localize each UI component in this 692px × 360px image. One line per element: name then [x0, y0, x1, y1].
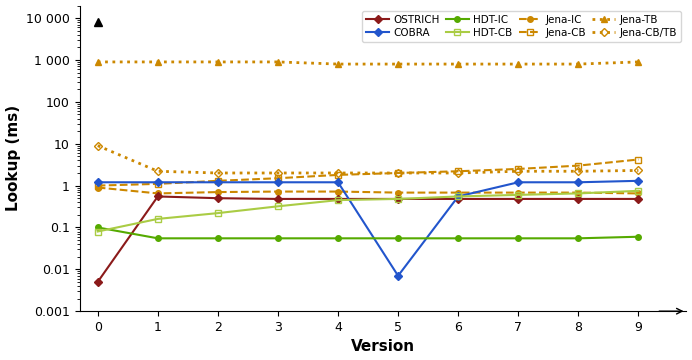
HDT-IC	[214, 236, 222, 240]
Y-axis label: Lookup (ms): Lookup (ms)	[6, 105, 21, 211]
OSTRICH	[635, 197, 643, 201]
OSTRICH	[514, 197, 522, 201]
HDT-CB	[274, 204, 282, 208]
HDT-IC	[274, 236, 282, 240]
Jena-CB/TB	[454, 171, 462, 175]
HDT-CB	[394, 197, 402, 201]
OSTRICH	[574, 197, 583, 201]
COBRA	[274, 180, 282, 184]
Line: Jena-TB: Jena-TB	[94, 58, 642, 68]
OSTRICH	[274, 197, 282, 201]
Jena-CB/TB	[274, 171, 282, 175]
Jena-CB/TB	[635, 168, 643, 172]
Jena-IC	[635, 191, 643, 195]
OSTRICH	[214, 196, 222, 201]
HDT-CB	[334, 198, 342, 202]
Jena-IC	[214, 190, 222, 194]
Line: HDT-IC: HDT-IC	[95, 225, 641, 241]
HDT-IC	[93, 225, 102, 230]
Jena-CB	[454, 169, 462, 174]
Line: OSTRICH: OSTRICH	[95, 194, 641, 285]
Jena-TB	[394, 62, 402, 66]
Jena-CB	[93, 184, 102, 188]
Jena-CB	[574, 163, 583, 168]
HDT-CB	[214, 211, 222, 215]
Jena-TB	[635, 60, 643, 64]
HDT-CB	[635, 189, 643, 193]
Jena-CB/TB	[93, 144, 102, 148]
X-axis label: Version: Version	[351, 339, 415, 355]
Jena-IC	[514, 190, 522, 195]
Jena-TB	[334, 62, 342, 66]
OSTRICH	[394, 197, 402, 201]
Jena-IC	[394, 190, 402, 195]
COBRA	[635, 179, 643, 183]
Legend: OSTRICH, COBRA, HDT-IC, HDT-CB, Jena-IC, Jena-CB, Jena-TB, Jena-CB/TB: OSTRICH, COBRA, HDT-IC, HDT-CB, Jena-IC,…	[362, 11, 681, 42]
HDT-IC	[514, 236, 522, 240]
HDT-IC	[394, 236, 402, 240]
Jena-TB	[454, 62, 462, 66]
Jena-IC	[334, 189, 342, 194]
Line: HDT-CB: HDT-CB	[94, 187, 642, 235]
Jena-CB	[394, 171, 402, 175]
OSTRICH	[154, 194, 162, 199]
Jena-CB	[274, 176, 282, 180]
HDT-IC	[334, 236, 342, 240]
OSTRICH	[334, 197, 342, 201]
HDT-IC	[574, 236, 583, 240]
HDT-CB	[514, 193, 522, 197]
Jena-CB/TB	[154, 169, 162, 174]
COBRA	[334, 180, 342, 184]
Jena-TB	[574, 62, 583, 66]
Jena-CB	[334, 173, 342, 177]
Jena-TB	[214, 60, 222, 64]
Jena-IC	[154, 191, 162, 195]
COBRA	[214, 180, 222, 184]
Jena-CB/TB	[214, 171, 222, 175]
HDT-IC	[454, 236, 462, 240]
Line: Jena-CB/TB: Jena-CB/TB	[95, 143, 641, 176]
Jena-CB	[214, 179, 222, 183]
Jena-TB	[514, 62, 522, 66]
Jena-CB/TB	[394, 171, 402, 175]
HDT-CB	[574, 191, 583, 195]
COBRA	[454, 194, 462, 199]
COBRA	[574, 180, 583, 184]
Jena-IC	[454, 190, 462, 195]
Jena-TB	[154, 60, 162, 64]
HDT-IC	[154, 236, 162, 240]
Jena-IC	[93, 185, 102, 190]
Jena-IC	[574, 190, 583, 195]
HDT-CB	[93, 229, 102, 234]
COBRA	[154, 180, 162, 184]
HDT-IC	[635, 235, 643, 239]
HDT-CB	[454, 194, 462, 199]
Jena-CB	[154, 182, 162, 186]
Jena-CB	[514, 167, 522, 171]
COBRA	[394, 274, 402, 278]
Jena-CB/TB	[334, 171, 342, 175]
COBRA	[93, 180, 102, 184]
Jena-TB	[274, 60, 282, 64]
Jena-IC	[274, 189, 282, 194]
Jena-TB	[93, 60, 102, 64]
Line: Jena-IC: Jena-IC	[95, 185, 641, 196]
Jena-CB/TB	[574, 169, 583, 174]
OSTRICH	[93, 280, 102, 284]
COBRA	[514, 180, 522, 184]
OSTRICH	[454, 197, 462, 201]
HDT-CB	[154, 217, 162, 221]
Line: Jena-CB: Jena-CB	[94, 156, 642, 189]
Jena-CB	[635, 157, 643, 162]
Jena-CB/TB	[514, 169, 522, 174]
Line: COBRA: COBRA	[95, 178, 641, 279]
